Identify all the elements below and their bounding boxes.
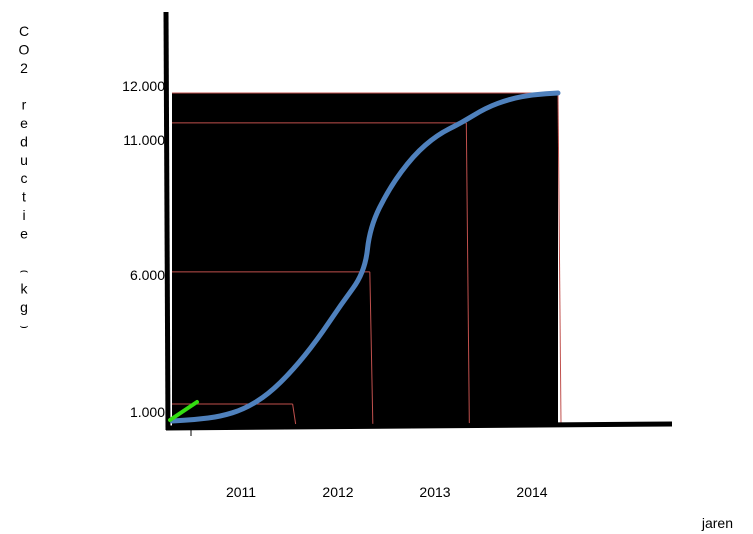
y-tick-label: 11.000 [123, 132, 165, 148]
y-axis-label-char: u [20, 152, 28, 168]
y-axis-label-char: C [19, 23, 29, 39]
guide-line-vertical [292, 403, 297, 425]
y-axis-label-char: k [21, 281, 29, 297]
guide-line-vertical [557, 92, 562, 425]
y-axis-label-char: r [22, 97, 27, 113]
y-axis-label-char [22, 78, 26, 94]
y-tick-label: 1.000 [130, 404, 165, 420]
y-axis-label-char: O [19, 41, 30, 57]
x-tick-label: 2014 [516, 484, 547, 500]
series-layer [168, 90, 561, 424]
y-axis-label-char: g [20, 299, 28, 315]
y-axis-label-char: e [20, 115, 28, 131]
y-axis-label-char [22, 244, 26, 260]
x-axis-label: jaren [701, 515, 733, 531]
y-tick-label: 6.000 [130, 267, 165, 283]
y-axis-label-char: t [22, 189, 26, 205]
axes-layer [163, 11, 673, 436]
guide-line-vertical [369, 271, 374, 425]
guide-line-vertical [465, 122, 470, 425]
y-axis-label-char: d [20, 133, 28, 149]
tick-labels-layer: 1.000 6.000 11.000 12.000 2011 2012 2013 2014 [122, 78, 548, 500]
start-marker [168, 400, 199, 422]
guide-lines-layer [172, 92, 562, 425]
series-line [169, 90, 561, 424]
y-axis-label-char: e [20, 225, 28, 241]
y-axis-label-char: ⌢ [19, 262, 28, 278]
y-axis-label-char: i [22, 207, 25, 223]
y-axis-label-char: 2 [20, 60, 28, 76]
y-axis-label-char: ⌣ [19, 317, 28, 333]
y-axis-line [163, 11, 171, 431]
x-tick-label: 2013 [419, 484, 450, 500]
y-axis-label-char: c [21, 170, 28, 186]
x-tick-label: 2011 [226, 484, 256, 500]
y-tick-label: 12.000 [122, 78, 165, 94]
x-axis-line [165, 421, 673, 431]
x-tick-label: 2012 [322, 484, 353, 500]
